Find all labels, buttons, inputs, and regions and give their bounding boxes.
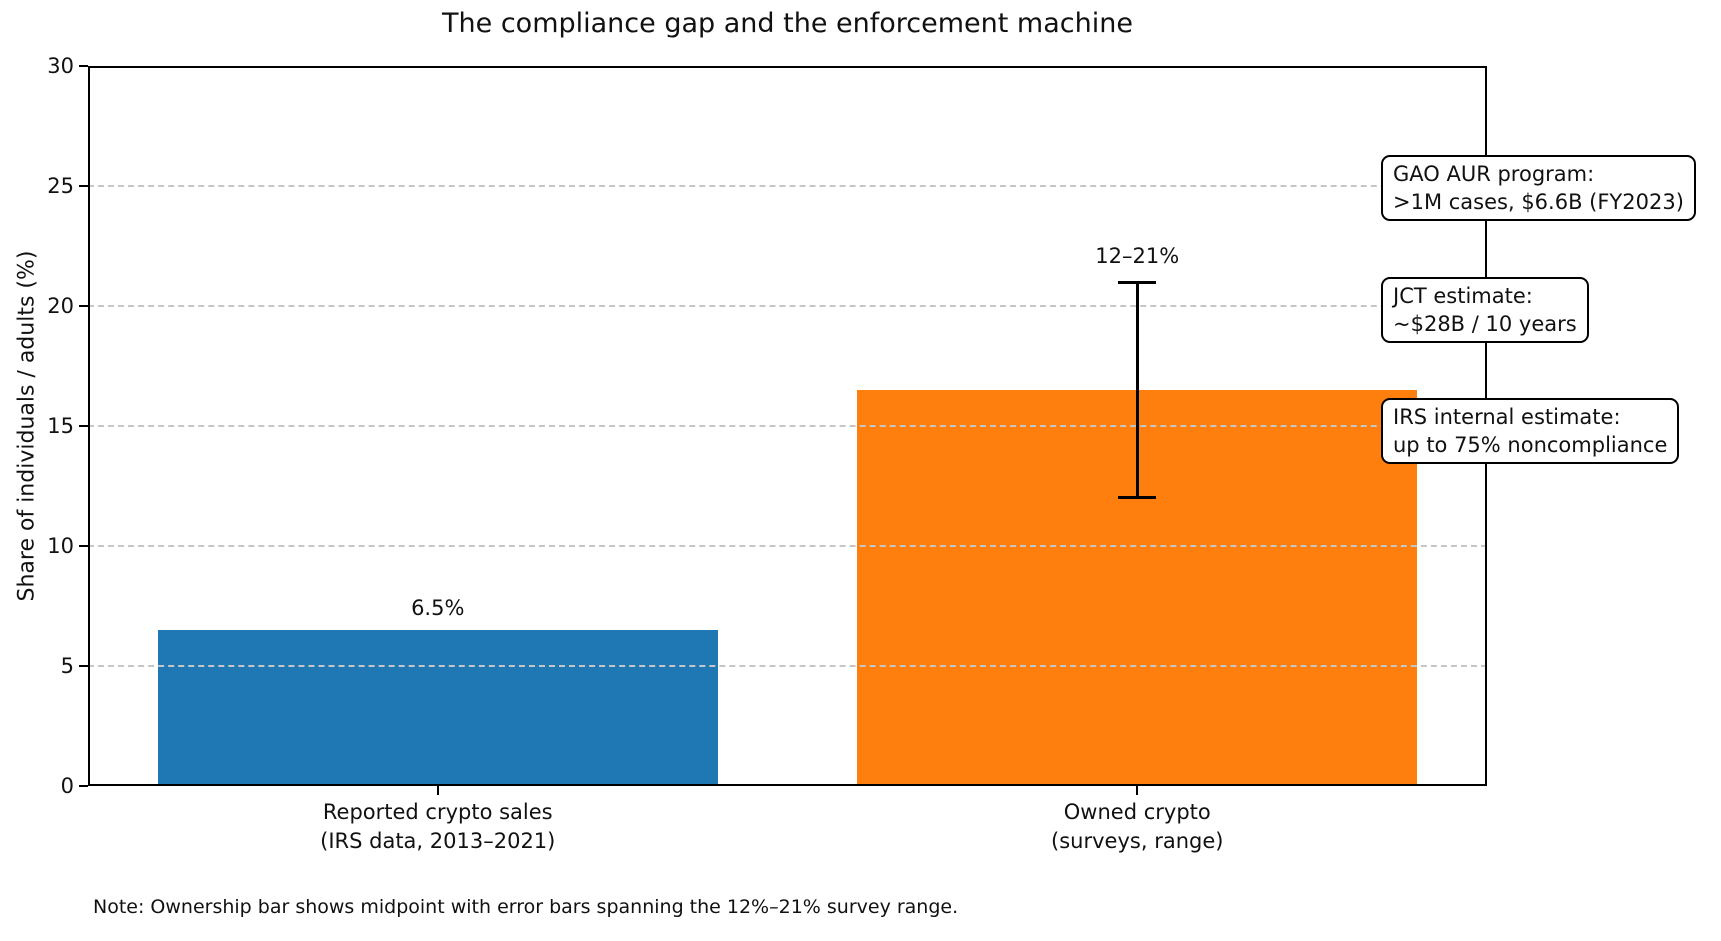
y-tick-label: 30: [47, 54, 74, 78]
y-tick-label: 15: [47, 414, 74, 438]
chart-title: The compliance gap and the enforcement m…: [442, 8, 1133, 39]
y-tick-label: 0: [60, 774, 74, 798]
gridline: [88, 305, 1487, 307]
plot-area: 6.5% 12–21%: [88, 66, 1487, 786]
footnote: Note: Ownership bar shows midpoint with …: [93, 896, 959, 918]
error-bar-line: [1135, 282, 1139, 498]
annotation-irs-internal: IRS internal estimate: up to 75% noncomp…: [1381, 398, 1680, 464]
annotation-gao-aur: GAO AUR program: >1M cases, $6.6B (FY202…: [1381, 155, 1696, 221]
y-tick-label: 25: [47, 174, 74, 198]
gridline: [88, 665, 1487, 667]
gridline: [88, 185, 1487, 187]
bar-value-label-reported: 6.5%: [411, 596, 465, 620]
x-tick-mark: [436, 786, 439, 795]
y-tick-mark: [79, 785, 88, 787]
y-tick-label: 5: [60, 654, 74, 678]
y-tick-mark: [79, 425, 88, 427]
gridline: [88, 545, 1487, 547]
bar-reported-crypto-sales: [157, 630, 718, 786]
annotation-jct-estimate: JCT estimate: ~$28B / 10 years: [1381, 277, 1589, 343]
bar-value-label-owned: 12–21%: [1095, 244, 1180, 268]
y-tick-mark: [79, 305, 88, 307]
y-tick-mark: [79, 665, 88, 667]
y-tick-label: 10: [47, 534, 74, 558]
x-tick-label-owned: Owned crypto (surveys, range): [1051, 800, 1224, 853]
error-bar-bottom-cap: [1118, 496, 1157, 499]
y-tick-label: 20: [47, 294, 74, 318]
x-tick-mark: [1136, 786, 1139, 795]
gridline: [88, 425, 1487, 427]
error-bar-top-cap: [1118, 281, 1157, 284]
y-tick-mark: [79, 65, 88, 67]
y-tick-mark: [79, 545, 88, 547]
y-tick-mark: [79, 185, 88, 187]
x-tick-label-reported: Reported crypto sales (IRS data, 2013–20…: [320, 800, 556, 853]
